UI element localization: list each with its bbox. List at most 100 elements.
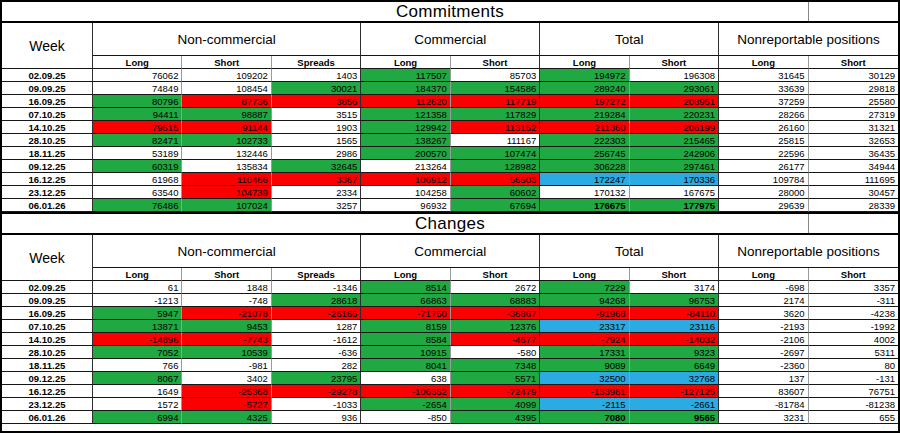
value-cell: 8514: [361, 281, 450, 294]
value-cell: 32500: [540, 372, 629, 385]
value-cell: 177975: [630, 199, 719, 212]
value-cell: 220231: [630, 108, 719, 121]
value-cell: 135834: [182, 160, 271, 173]
week-cell: 06.01.26: [2, 411, 93, 424]
value-cell: 76062: [93, 69, 182, 82]
value-cell: -25368: [182, 385, 271, 398]
value-cell: 31321: [809, 121, 898, 134]
value-cell: 293061: [630, 82, 719, 95]
value-cell: -2106: [719, 333, 808, 346]
column-header: Long: [361, 56, 450, 69]
value-cell: 128982: [451, 160, 540, 173]
value-cell: 4002: [809, 333, 898, 346]
group-header-non-commercial: Non-commercial: [93, 23, 361, 56]
week-cell: 06.01.26: [2, 199, 93, 212]
value-cell: 132446: [182, 147, 271, 160]
value-cell: 222303: [540, 134, 629, 147]
value-cell: 2174: [719, 294, 808, 307]
week-cell: 28.10.25: [2, 346, 93, 359]
week-cell: 18.11.25: [2, 147, 93, 160]
value-cell: 3856: [272, 95, 361, 108]
value-cell: 111167: [451, 134, 540, 147]
value-cell: -2360: [719, 359, 808, 372]
week-cell: 02.09.25: [2, 69, 93, 82]
group-header-commercial: Commercial: [361, 235, 540, 268]
value-cell: 1848: [182, 281, 271, 294]
value-cell: 32768: [630, 372, 719, 385]
group-header-total: Total: [540, 23, 719, 56]
value-cell: 936: [272, 411, 361, 424]
week-cell: 16.09.25: [2, 307, 93, 320]
value-cell: 33639: [719, 82, 808, 95]
value-cell: 213264: [361, 160, 450, 173]
value-cell: 3620: [719, 307, 808, 320]
commitments-table-grid: WeekNon-commercialCommercialTotalNonrepo…: [2, 23, 898, 212]
value-cell: 242906: [630, 147, 719, 160]
week-cell: 16.12.25: [2, 385, 93, 398]
column-header: Long: [540, 268, 629, 281]
value-cell: 112620: [361, 95, 450, 108]
value-cell: 30021: [272, 82, 361, 95]
value-cell: 3402: [182, 372, 271, 385]
value-cell: -1992: [809, 320, 898, 333]
group-header-nonreportable-positions: Nonreportable positions: [719, 23, 898, 56]
column-header: Short: [630, 268, 719, 281]
value-cell: -2654: [361, 398, 450, 411]
value-cell: 138267: [361, 134, 450, 147]
value-cell: 2334: [272, 186, 361, 199]
value-cell: 79515: [93, 121, 182, 134]
value-cell: 655: [809, 411, 898, 424]
value-cell: 9323: [630, 346, 719, 359]
week-cell: 09.09.25: [2, 294, 93, 307]
value-cell: 5947: [93, 307, 182, 320]
value-cell: -29278: [272, 385, 361, 398]
value-cell: 96932: [361, 199, 450, 212]
value-cell: 29639: [719, 199, 808, 212]
value-cell: 108454: [182, 82, 271, 95]
value-cell: -21078: [182, 307, 271, 320]
value-cell: -5727: [182, 398, 271, 411]
value-cell: 106912: [361, 173, 450, 186]
value-cell: 28618: [272, 294, 361, 307]
value-cell: 10915: [361, 346, 450, 359]
value-cell: 87736: [182, 95, 271, 108]
column-header: Short: [630, 56, 719, 69]
value-cell: 113152: [451, 121, 540, 134]
week-cell: 16.09.25: [2, 95, 93, 108]
value-cell: 5571: [451, 372, 540, 385]
value-cell: 306228: [540, 160, 629, 173]
value-cell: 28339: [809, 199, 898, 212]
week-cell: 18.11.25: [2, 359, 93, 372]
value-cell: 8584: [361, 333, 450, 346]
value-cell: -36867: [451, 307, 540, 320]
value-cell: 117719: [451, 95, 540, 108]
week-cell: 02.09.25: [2, 281, 93, 294]
value-cell: 17331: [540, 346, 629, 359]
value-cell: 76751: [809, 385, 898, 398]
week-cell: 09.12.25: [2, 160, 93, 173]
value-cell: -14032: [630, 333, 719, 346]
value-cell: 10539: [182, 346, 271, 359]
value-cell: 6649: [630, 359, 719, 372]
value-cell: 1649: [93, 385, 182, 398]
value-cell: 36435: [809, 147, 898, 160]
commitments-table-title: Commitments: [2, 2, 898, 23]
value-cell: 107024: [182, 199, 271, 212]
changes-table-grid: WeekNon-commercialCommercialTotalNonrepo…: [2, 235, 898, 424]
value-cell: 110466: [182, 173, 271, 186]
value-cell: 28000: [719, 186, 808, 199]
value-cell: 66863: [361, 294, 450, 307]
value-cell: 7052: [93, 346, 182, 359]
value-cell: 9089: [540, 359, 629, 372]
value-cell: 82471: [93, 134, 182, 147]
value-cell: 170336: [630, 173, 719, 186]
value-cell: 121358: [361, 108, 450, 121]
value-cell: -133981: [540, 385, 629, 398]
value-cell: 76486: [93, 199, 182, 212]
value-cell: -2661: [630, 398, 719, 411]
value-cell: 25580: [809, 95, 898, 108]
value-cell: 104258: [361, 186, 450, 199]
column-header: Short: [809, 268, 898, 281]
value-cell: 102733: [182, 134, 271, 147]
value-cell: -1612: [272, 333, 361, 346]
